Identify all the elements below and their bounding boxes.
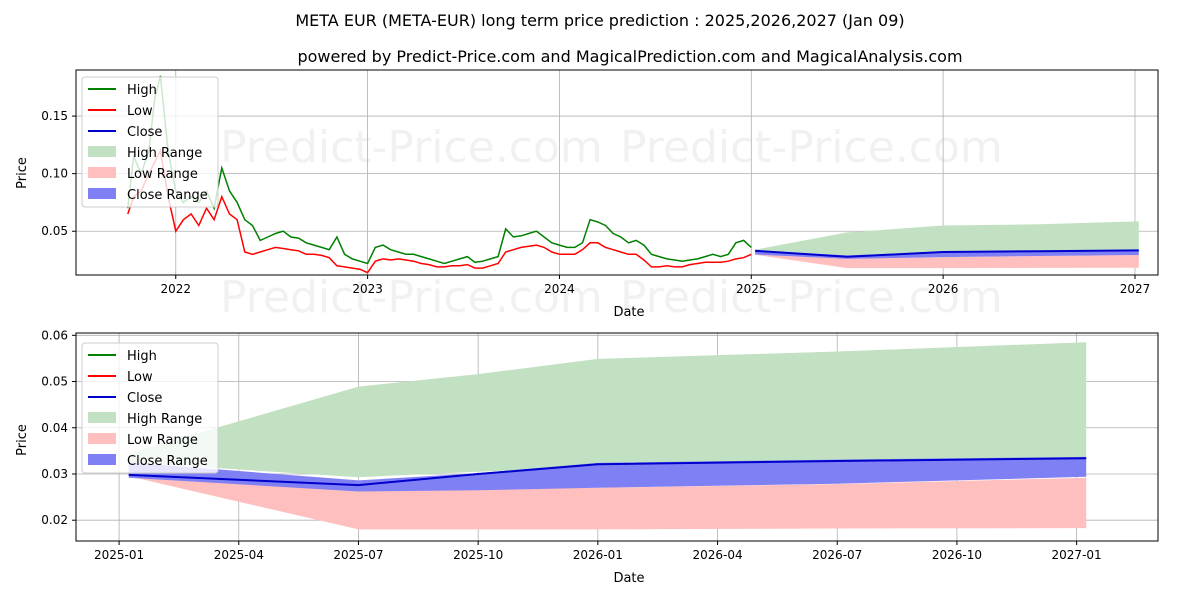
watermark: Predict-Price.com xyxy=(620,272,1003,323)
legend-high-range-swatch xyxy=(88,412,116,423)
y-tick-label: 0.05 xyxy=(41,375,68,389)
chart-title: META EUR (META-EUR) long term price pred… xyxy=(295,11,904,30)
watermark: Predict-Price.com xyxy=(620,122,1003,173)
bottom-panel: Predict-Price.com Predict-Price.com 2025… xyxy=(15,328,1159,586)
x-axis-label: Date xyxy=(613,571,644,586)
legend-close: Close xyxy=(127,125,162,140)
x-tick-label: 2026-04 xyxy=(692,548,742,562)
x-axis-label: Date xyxy=(613,305,644,320)
legend-close-range: Close Range xyxy=(127,454,208,469)
low-range-band xyxy=(128,476,1087,530)
x-tick-label: 2025-07 xyxy=(333,548,383,562)
legend-high: High xyxy=(127,83,157,98)
y-tick-label: 0.05 xyxy=(41,224,68,238)
high-series-line xyxy=(127,75,752,265)
close-series-line xyxy=(755,249,1139,258)
legend-low-range-swatch xyxy=(88,433,116,444)
low-series-line xyxy=(127,148,752,274)
x-tick-label: 2025-01 xyxy=(94,548,144,562)
x-tick-label: 2027-01 xyxy=(1052,548,1102,562)
y-tick-label: 0.15 xyxy=(41,109,68,123)
x-tick-label: 2027 xyxy=(1120,282,1151,296)
x-tick-label: 2026 xyxy=(928,282,959,296)
legend-low-range: Low Range xyxy=(127,167,198,182)
watermark: Predict-Price.com xyxy=(220,122,603,173)
axes-frame xyxy=(75,332,1159,542)
watermark: Predict-Price.com xyxy=(220,272,603,323)
x-tick-label: 2023 xyxy=(352,282,383,296)
y-tick-label: 0.10 xyxy=(41,167,68,181)
legend-close-range-swatch xyxy=(88,454,116,465)
low-range-band xyxy=(755,254,1139,269)
top-panel: Predict-Price.com Predict-Price.com Pred… xyxy=(15,69,1159,323)
legend-low-range-swatch xyxy=(88,167,116,178)
y-tick-label: 0.02 xyxy=(41,513,68,527)
legend-close-range-swatch xyxy=(88,188,116,199)
x-tick-label: 2025-10 xyxy=(453,548,503,562)
x-tick-label: 2026-10 xyxy=(932,548,982,562)
x-tick-label: 2025 xyxy=(736,282,767,296)
legend-high-range: High Range xyxy=(127,146,202,161)
x-tick-label: 2026-07 xyxy=(812,548,862,562)
legend-close-range: Close Range xyxy=(127,188,208,203)
x-tick-label: 2024 xyxy=(544,282,575,296)
legend-high-range: High Range xyxy=(127,412,202,427)
x-tick-label: 2026-01 xyxy=(573,548,623,562)
y-axis-label: Price xyxy=(15,424,30,456)
legend-low: Low xyxy=(127,370,153,385)
legend-close: Close xyxy=(127,391,162,406)
chart-subtitle: powered by Predict-Price.com and Magical… xyxy=(297,47,962,66)
x-tick-label: 2022 xyxy=(160,282,191,296)
y-tick-label: 0.04 xyxy=(41,421,68,435)
legend: High Low Close High Range Low Range Clos… xyxy=(81,342,219,474)
y-tick-label: 0.03 xyxy=(41,467,68,481)
legend-high-range-swatch xyxy=(88,146,116,157)
x-tick-label: 2025-04 xyxy=(214,548,264,562)
y-tick-label: 0.06 xyxy=(41,328,68,342)
legend: High Low Close High Range Low Range Clos… xyxy=(81,76,219,208)
close-series-line xyxy=(128,457,1087,487)
legend-low-range: Low Range xyxy=(127,433,198,448)
y-axis-label: Price xyxy=(15,157,30,189)
legend-high: High xyxy=(127,349,157,364)
axes-frame xyxy=(75,69,1159,276)
high-range-band xyxy=(128,342,1087,478)
legend-low: Low xyxy=(127,104,153,119)
close-range-band xyxy=(128,456,1087,492)
high-range-band xyxy=(755,221,1139,256)
